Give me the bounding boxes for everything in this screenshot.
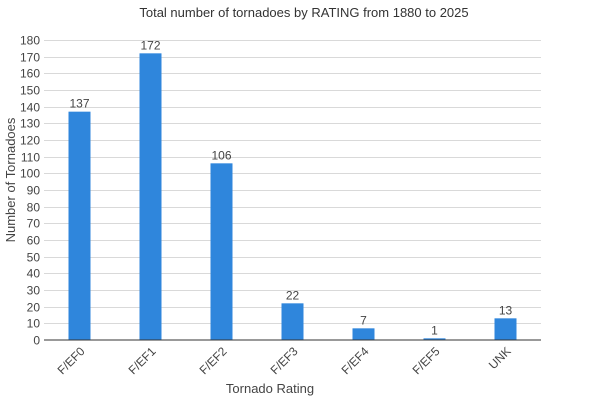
y-grid-lines: [44, 40, 541, 324]
bar-data-label: 172: [140, 38, 160, 52]
y-tick-label: 10: [27, 317, 41, 331]
bar-data-label: 13: [499, 303, 513, 317]
y-tick-label: 40: [27, 267, 41, 281]
y-tick-label: 70: [27, 217, 41, 231]
y-tick-label: 60: [27, 234, 41, 248]
y-tick-label: 20: [27, 301, 41, 315]
x-tick-label: F/EF0: [55, 344, 88, 377]
y-tick-labels: 0 10 20 30 40 50 60 70 80 90 100 110 120 130 140 150 160…: [20, 34, 40, 348]
bar[interactable]: [423, 338, 446, 340]
bar-data-labels: 137 172 106 22 7 1 13: [69, 38, 512, 337]
bar-data-label: 137: [69, 97, 89, 111]
y-tick-label: 90: [27, 184, 41, 198]
y-tick-label: 120: [20, 134, 40, 148]
x-tick-label: F/EF5: [410, 344, 443, 377]
y-tick-label: 100: [20, 167, 40, 181]
y-tick-label: 80: [27, 201, 41, 215]
bar-data-label: 22: [286, 288, 300, 302]
y-tick-label: 50: [27, 251, 41, 265]
x-tick-labels: F/EF0 F/EF1 F/EF2 F/EF3 F/EF4 F/EF5 UNK: [55, 344, 514, 377]
y-tick-label: 140: [20, 101, 40, 115]
y-tick-label: 0: [33, 334, 40, 348]
bar-data-label: 106: [211, 148, 231, 162]
y-tick-label: 180: [20, 34, 40, 48]
x-tick-label: F/EF4: [339, 344, 372, 377]
bar[interactable]: [68, 111, 91, 341]
x-tick-label: F/EF2: [197, 344, 230, 377]
y-tick-label: 150: [20, 84, 40, 98]
x-tick-label: F/EF3: [268, 344, 301, 377]
bar-data-label: 7: [360, 313, 367, 327]
bar[interactable]: [210, 163, 233, 340]
y-tick-label: 110: [21, 151, 40, 165]
y-tick-label: 160: [20, 67, 40, 81]
bar[interactable]: [352, 328, 375, 340]
chart-title: Total number of tornadoes by RATING from…: [139, 5, 468, 20]
x-axis-label: Tornado Rating: [226, 381, 314, 396]
bar[interactable]: [281, 303, 304, 340]
y-tick-label: 130: [20, 117, 40, 131]
x-tick-label: F/EF1: [126, 344, 159, 377]
bars: [68, 53, 517, 341]
bar[interactable]: [139, 53, 162, 340]
y-tick-label: 30: [27, 284, 41, 298]
bar-data-label: 1: [431, 323, 438, 337]
x-tick-label: UNK: [486, 344, 514, 372]
y-axis-label: Number of Tornadoes: [3, 117, 18, 242]
bar[interactable]: [494, 318, 517, 340]
y-tick-label: 170: [20, 51, 40, 65]
